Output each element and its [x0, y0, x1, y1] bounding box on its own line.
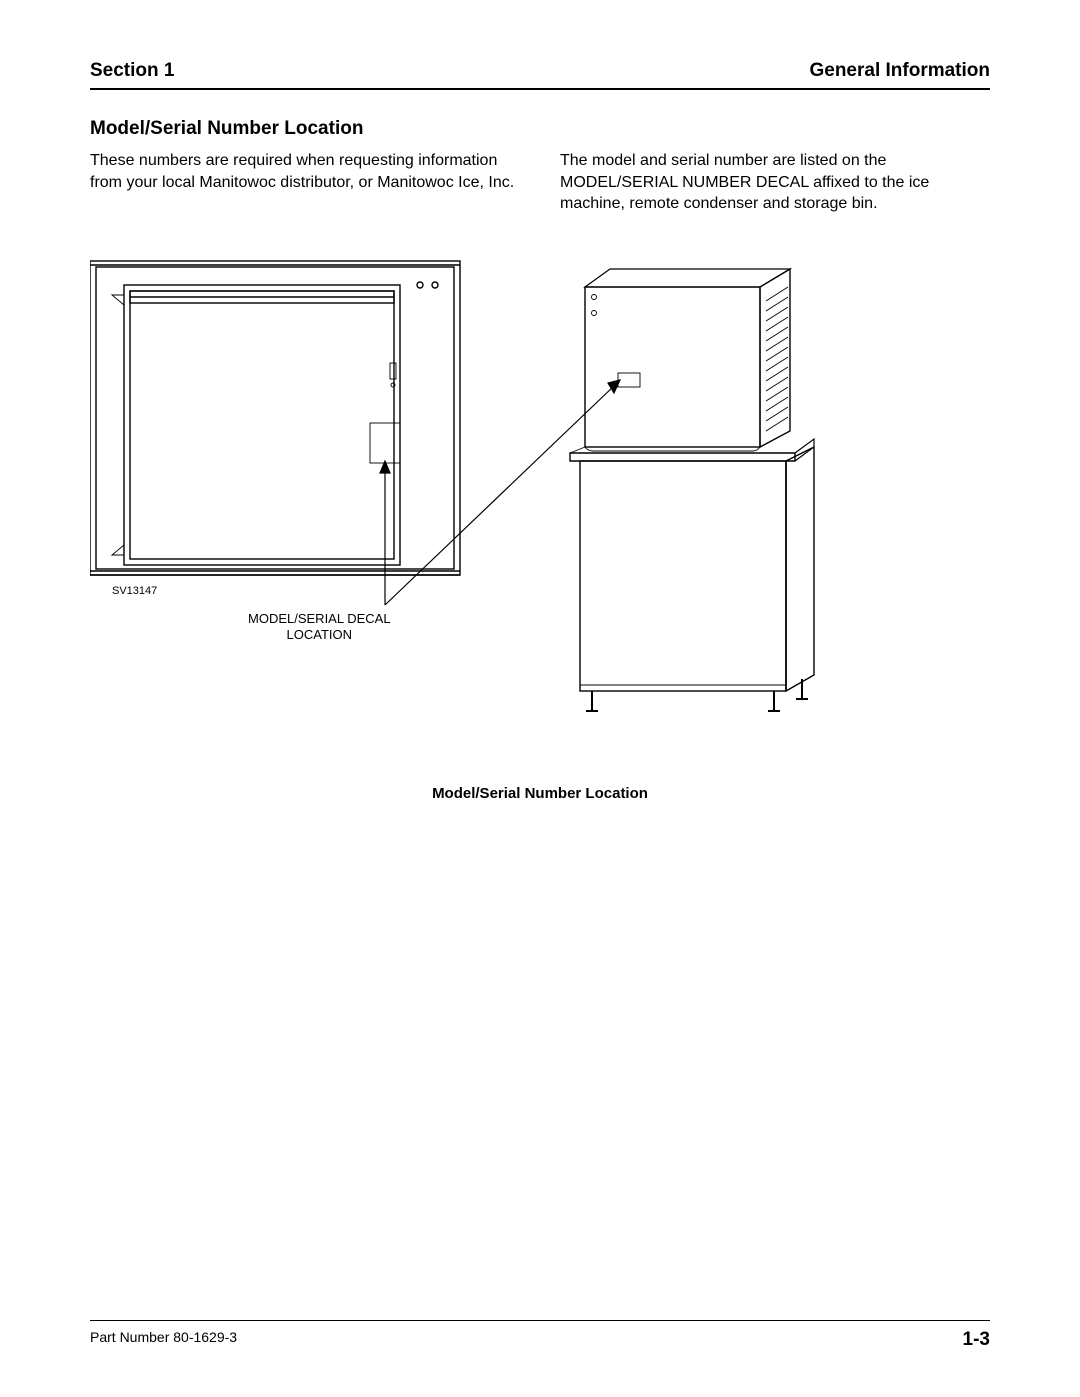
- subheading: Model/Serial Number Location: [90, 118, 990, 140]
- figure-code: SV13147: [112, 585, 157, 597]
- section-label: Section 1: [90, 60, 174, 82]
- right-paragraph: The model and serial number are listed o…: [560, 150, 990, 215]
- figure-caption: Model/Serial Number Location: [90, 785, 990, 802]
- footer-page-number: 1-3: [963, 1329, 990, 1351]
- decal-label-line2: LOCATION: [287, 627, 353, 642]
- figure-area: SV13147 MODEL/SERIAL DECAL LOCATION: [90, 255, 990, 775]
- decal-location-label: MODEL/SERIAL DECAL LOCATION: [248, 611, 391, 644]
- header-right-label: General Information: [809, 60, 990, 82]
- left-paragraph: These numbers are required when requesti…: [90, 150, 520, 215]
- footer-part-number: Part Number 80-1629-3: [90, 1329, 237, 1351]
- decal-label-line1: MODEL/SERIAL DECAL: [248, 611, 391, 626]
- model-serial-diagram: [90, 255, 990, 775]
